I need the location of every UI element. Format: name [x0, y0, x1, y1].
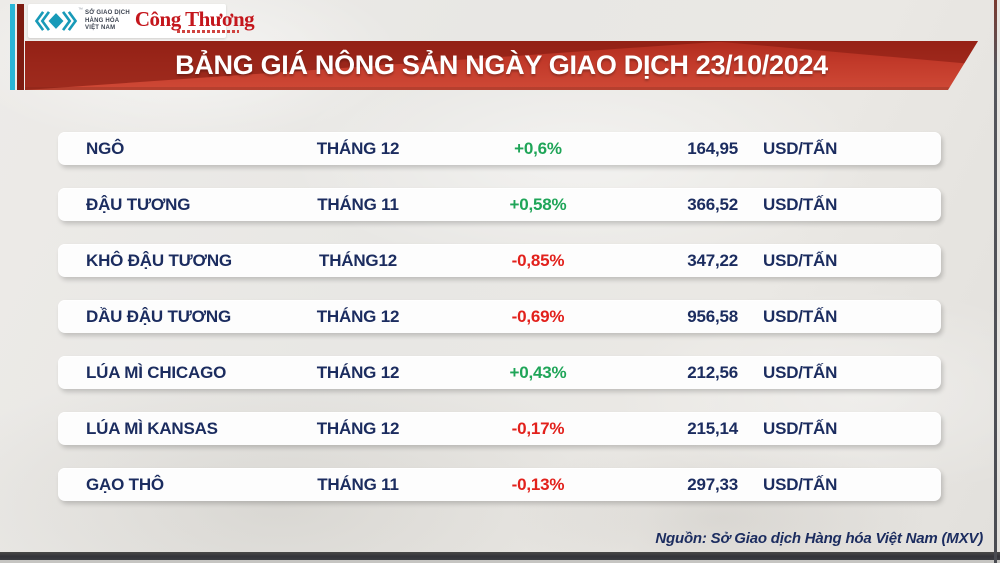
commodity-name: LÚA MÌ KANSAS	[86, 418, 218, 438]
decor-maroon-bar	[17, 4, 24, 90]
bottom-edge-sliver	[0, 560, 1000, 563]
price-unit: USD/TẤN	[763, 306, 838, 326]
exchange-name-line: VIỆT NAM	[85, 25, 116, 32]
price-value: 212,56	[687, 362, 738, 382]
decor-cyan-bar	[10, 4, 15, 90]
contract-month: THÁNG 11	[317, 194, 399, 214]
change-percent: -0,85%	[511, 250, 565, 270]
price-value: 215,14	[687, 418, 738, 438]
congthuong-lockup: Công Thương	[134, 7, 255, 33]
price-unit: USD/TẤN	[763, 418, 838, 438]
contract-month: THÁNG 12	[316, 418, 400, 438]
price-unit: USD/TẤN	[763, 474, 838, 494]
trademark-symbol: ™	[78, 7, 83, 13]
price-unit: USD/TẤN	[763, 250, 838, 270]
change-percent: +0,43%	[509, 362, 567, 382]
right-edge-line	[994, 0, 997, 563]
price-table: NGÔ THÁNG 12 +0,6% 164,95 USD/TẤN ĐẬU TƯƠNG TH…	[58, 132, 941, 524]
logo-lockup: ™ SỞ GIAO DỊCH HÀNG HÓA VIỆT NAM Công Th…	[28, 4, 255, 38]
commodity-name: KHÔ ĐẬU TƯƠNG	[86, 250, 232, 270]
table-row: ĐẬU TƯƠNG THÁNG 11 +0,58% 366,52 USD/TẤN	[58, 188, 941, 221]
exchange-name-line: HÀNG HÓA	[85, 17, 120, 24]
congthuong-tagline-strip	[176, 30, 239, 33]
title-banner: BẢNG GIÁ NÔNG SẢN NGÀY GIAO DỊCH 23/10/2…	[25, 41, 978, 90]
change-percent: -0,13%	[511, 474, 565, 494]
contract-month: THÁNG 12	[316, 138, 400, 158]
bottom-edge-bar	[0, 552, 1000, 560]
change-percent: +0,58%	[509, 194, 567, 214]
table-row: LÚA MÌ CHICAGO THÁNG 12 +0,43% 212,56 USD/TẤ…	[58, 356, 941, 389]
table-row: KHÔ ĐẬU TƯƠNG THÁNG12 -0,85% 347,22 USD/TẤN	[58, 244, 941, 277]
table-row: GẠO THÔ THÁNG 11 -0,13% 297,33 USD/TẤN	[58, 468, 941, 501]
commodity-name: GẠO THÔ	[86, 474, 164, 494]
price-unit: USD/TẤN	[763, 138, 838, 158]
price-value: 956,58	[687, 306, 738, 326]
commodity-name: NGÔ	[86, 138, 125, 158]
table-row: NGÔ THÁNG 12 +0,6% 164,95 USD/TẤN	[58, 132, 941, 165]
exchange-name-line: SỞ GIAO DỊCH	[85, 10, 130, 17]
table-row: LÚA MÌ KANSAS THÁNG 12 -0,17% 215,14 USD/TẤN	[58, 412, 941, 445]
congthuong-wordmark: Công Thương	[134, 7, 255, 31]
change-percent: +0,6%	[514, 138, 562, 158]
price-unit: USD/TẤN	[763, 194, 838, 214]
change-percent: -0,17%	[511, 418, 565, 438]
contract-month: THÁNG 12	[316, 362, 400, 382]
price-value: 164,95	[687, 138, 738, 158]
price-value: 297,33	[687, 474, 738, 494]
source-note: Nguồn: Sở Giao dịch Hàng hóa Việt Nam (M…	[655, 530, 983, 547]
price-unit: USD/TẤN	[763, 362, 838, 382]
exchange-name: SỞ GIAO DỊCH HÀNG HÓA VIỆT NAM	[85, 10, 130, 32]
contract-month: THÁNG12	[319, 250, 397, 270]
change-percent: -0,69%	[511, 306, 565, 326]
mxv-logo-icon	[34, 11, 78, 31]
contract-month: THÁNG 11	[317, 474, 399, 494]
commodity-name: LÚA MÌ CHICAGO	[86, 362, 227, 382]
contract-month: THÁNG 12	[316, 306, 400, 326]
price-value: 366,52	[687, 194, 738, 214]
page-title: BẢNG GIÁ NÔNG SẢN NGÀY GIAO DỊCH 23/10/2…	[175, 50, 828, 80]
commodity-name: ĐẬU TƯƠNG	[86, 194, 191, 214]
price-value: 347,22	[687, 250, 738, 270]
table-row: DẦU ĐẬU TƯƠNG THÁNG 12 -0,69% 956,58 USD/TẤN	[58, 300, 941, 333]
commodity-name: DẦU ĐẬU TƯƠNG	[86, 306, 231, 326]
